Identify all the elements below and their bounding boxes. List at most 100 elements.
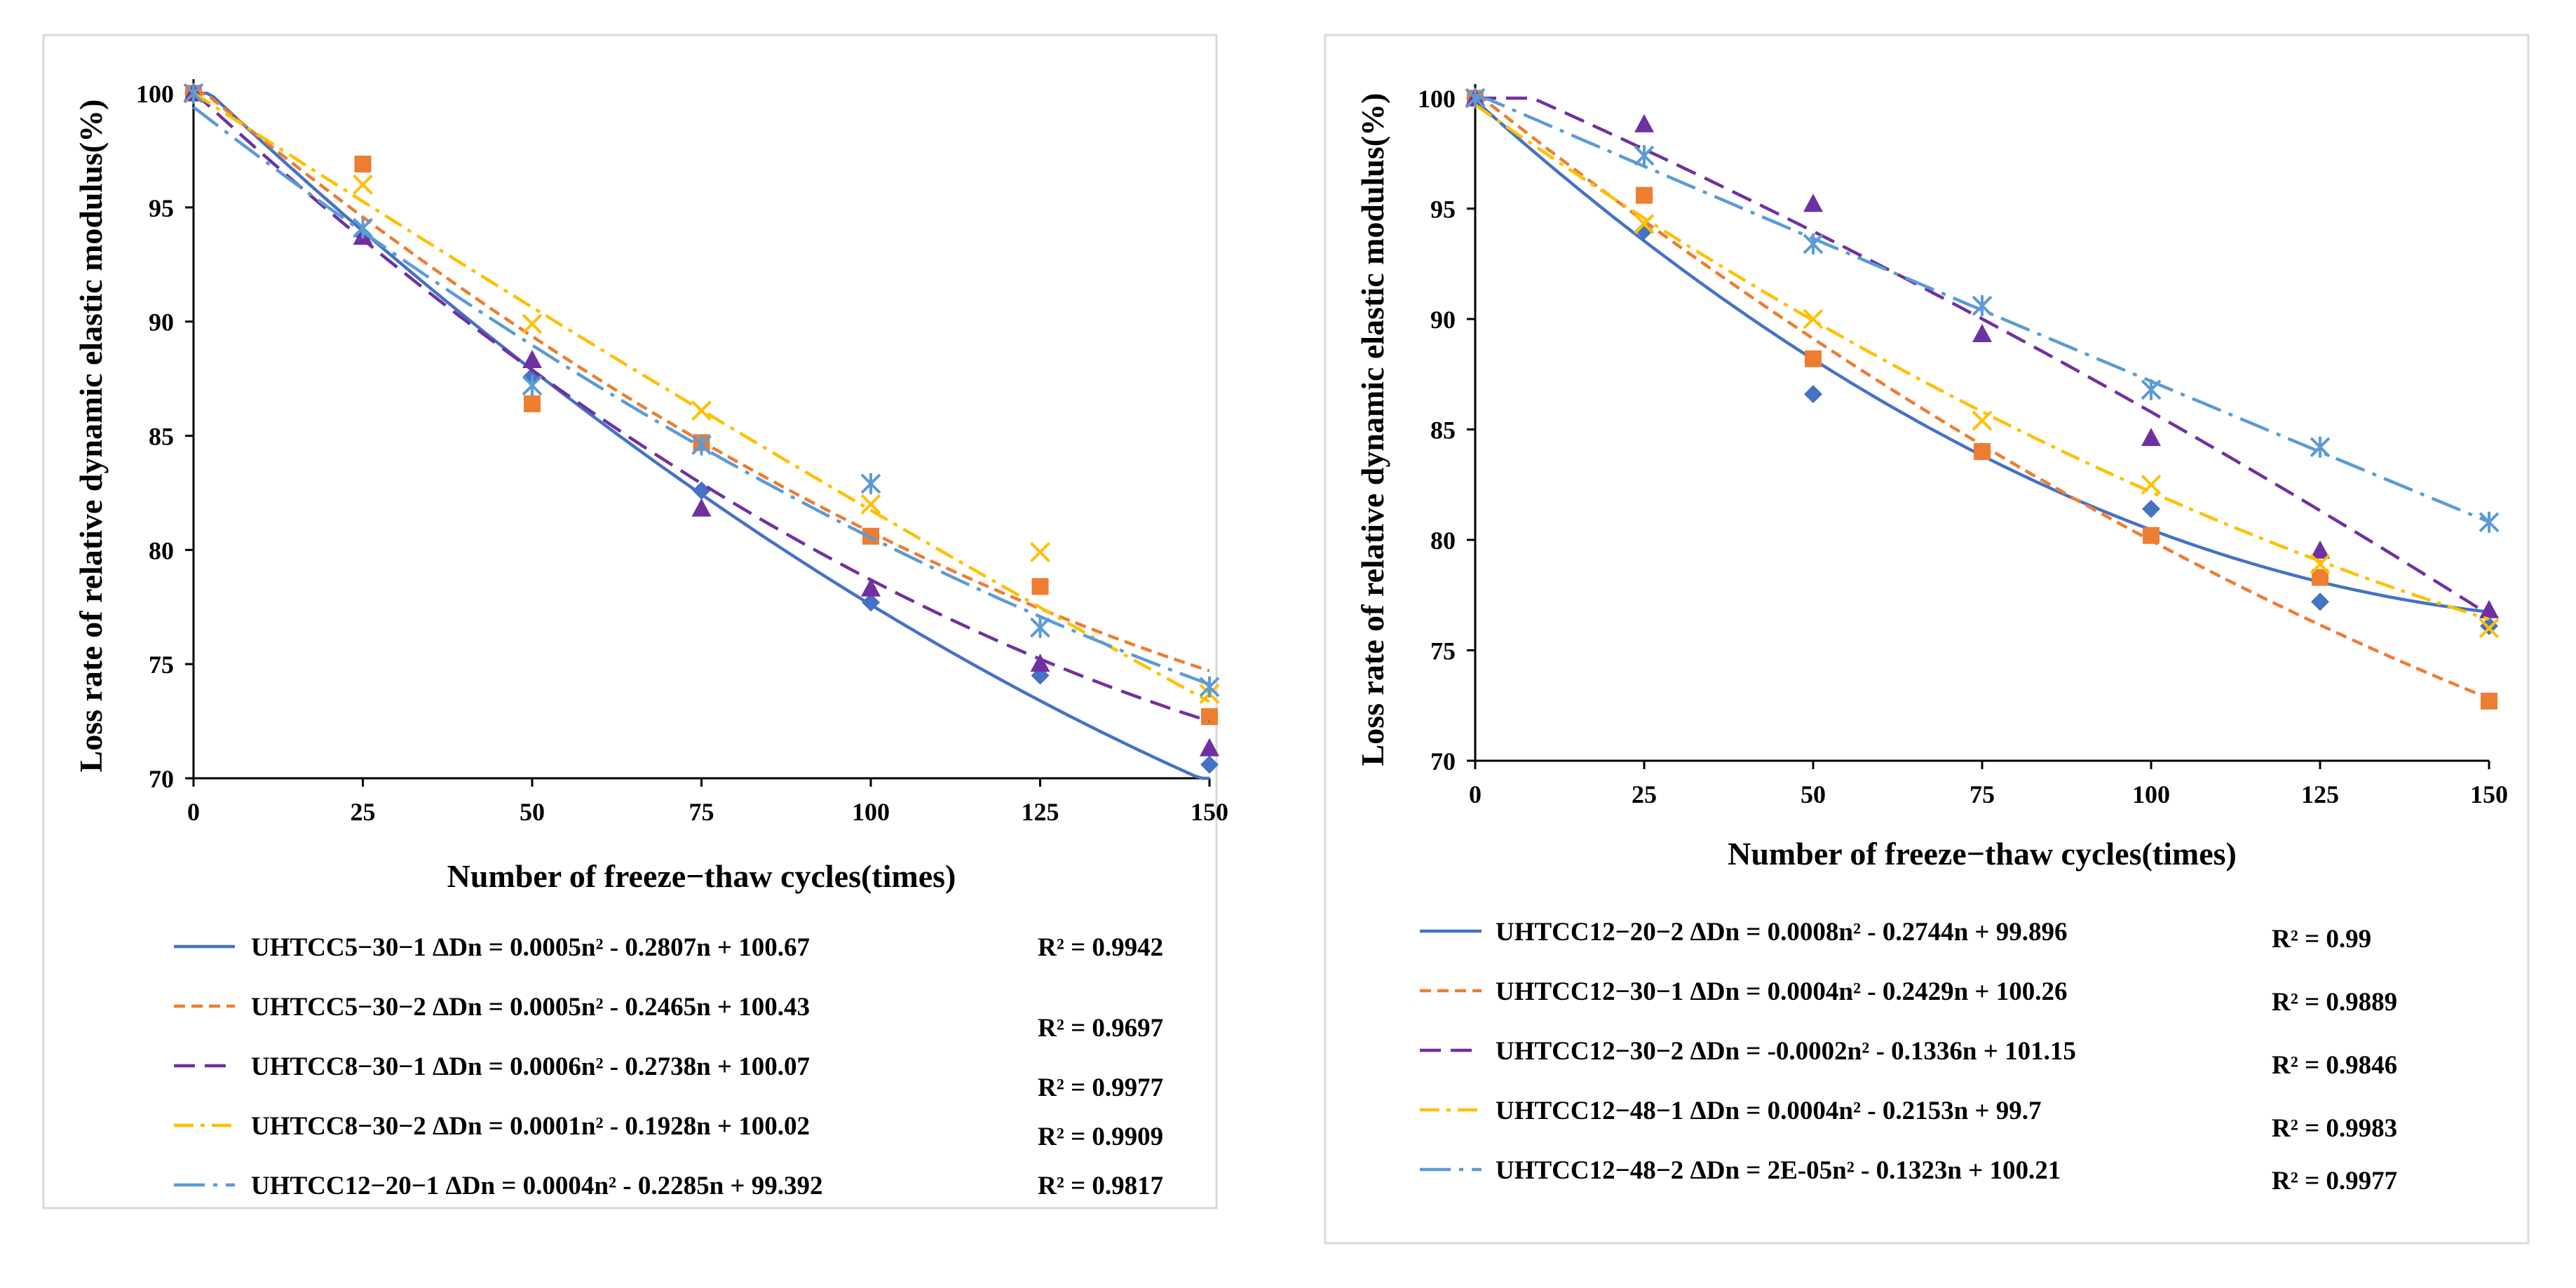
data-point [1974, 443, 1991, 460]
y-tick-label: 70 [1430, 747, 1456, 775]
legend-entry: UHTCC12−20−1 ΔDn = 0.0004n² - 0.2285n + … [174, 1172, 1163, 1200]
x-tick-label: 25 [351, 798, 376, 826]
legend-r2: R² = 0.9909 [1038, 1123, 1163, 1151]
data-point [1636, 187, 1653, 204]
x-tick-label: 100 [2132, 780, 2170, 808]
data-point [2143, 527, 2160, 544]
y-tick-label: 85 [1430, 416, 1456, 445]
data-point [2141, 379, 2162, 400]
data-point [1634, 144, 1655, 166]
series-UHTCC12−48−2 [1465, 88, 2500, 533]
x-tick-label: 125 [1022, 798, 1059, 826]
data-point [1803, 309, 1824, 330]
chart-frame [1324, 34, 2530, 1245]
data-point-stroke-b [522, 313, 543, 334]
data-point-stroke-b [353, 174, 373, 195]
data-point [860, 494, 881, 515]
data-point [1031, 578, 1049, 595]
data-point [1972, 295, 1993, 317]
x-tick-label: 0 [1469, 780, 1482, 808]
legend-equation: UHTCC12−48−2 ΔDn = 2E-05n² - 0.1323n + 1… [1496, 1156, 2061, 1185]
legend-equation: UHTCC12−30−1 ΔDn = 0.0004n² - 0.2429n + … [1496, 977, 2068, 1006]
data-point [2312, 569, 2328, 586]
data-point [1634, 214, 1655, 234]
legend-r2: R² = 0.9942 [1038, 933, 1163, 962]
y-axis-title: Loss rate of relative dynamic elastic mo… [1355, 93, 1390, 766]
data-point [1199, 676, 1220, 698]
data-point [691, 400, 712, 421]
legend-r2: R² = 0.9889 [2272, 988, 2397, 1017]
data-point [2310, 436, 2331, 458]
legend-r2: R² = 0.9817 [1038, 1172, 1163, 1200]
y-tick-label: 95 [1430, 196, 1456, 224]
y-tick-label: 90 [149, 309, 174, 337]
data-point [1030, 617, 1050, 639]
legend-r2: R² = 0.9697 [1038, 1014, 1163, 1043]
data-point-stroke-b [2310, 554, 2331, 575]
y-tick-label: 95 [149, 194, 174, 222]
legend-equation: UHTCC12−20−1 ΔDn = 0.0004n² - 0.2285n + … [251, 1172, 823, 1200]
chart-frame [42, 34, 1218, 1209]
x-tick-label: 100 [852, 798, 890, 826]
legend-entry: UHTCC12−48−1 ΔDn = 0.0004n² - 0.2153n + … [1420, 1097, 2397, 1143]
legend-equation: UHTCC12−20−2 ΔDn = 0.0008n² - 0.2744n + … [1496, 918, 2068, 947]
x-tick-label: 0 [187, 798, 200, 826]
y-tick-label: 70 [149, 765, 174, 793]
x-tick-label: 50 [520, 798, 545, 826]
trend-line [1474, 103, 2490, 621]
data-point [353, 174, 373, 195]
data-point [1200, 738, 1219, 757]
x-tick-label: 25 [1632, 780, 1657, 808]
legend-r2: R² = 0.9977 [2272, 1167, 2397, 1195]
y-tick-label: 100 [136, 80, 174, 108]
y-tick-label: 90 [1430, 306, 1456, 334]
data-point [1972, 324, 1992, 343]
trend-line [1475, 96, 2490, 616]
legend-entry: UHTCC8−30−1 ΔDn = 0.0006n² - 0.2738n + 1… [174, 1052, 1163, 1102]
data-point [861, 578, 881, 597]
legend-entry: UHTCC5−30−1 ΔDn = 0.0005n² - 0.2807n + 1… [174, 933, 1163, 962]
data-point-stroke-b [1634, 214, 1655, 234]
data-point [522, 313, 543, 334]
legend-equation: UHTCC5−30−1 ΔDn = 0.0005n² - 0.2807n + 1… [251, 933, 810, 962]
legend-entry: UHTCC8−30−2 ΔDn = 0.0001n² - 0.1928n + 1… [174, 1112, 1163, 1151]
data-point-stroke-b [2479, 618, 2500, 639]
legend-equation: UHTCC12−48−1 ΔDn = 0.0004n² - 0.2153n + … [1496, 1097, 2042, 1125]
data-point [353, 217, 373, 239]
y-axis-title: Loss rate of relative dynamic elastic mo… [73, 100, 109, 773]
data-point [1030, 542, 1050, 563]
legend-equation: UHTCC8−30−1 ΔDn = 0.0006n² - 0.2738n + 1… [251, 1052, 810, 1081]
data-point [1030, 653, 1050, 672]
data-point-stroke-b [691, 400, 712, 421]
data-point [691, 434, 712, 456]
data-point [862, 593, 880, 612]
data-point [522, 350, 542, 369]
data-point [691, 498, 712, 517]
legend-r2: R² = 0.99 [2272, 925, 2371, 954]
x-tick-label: 150 [1191, 798, 1228, 826]
y-tick-label: 75 [149, 651, 174, 679]
y-tick-label: 85 [149, 423, 174, 451]
data-point [2480, 616, 2498, 635]
data-point [2481, 692, 2497, 710]
data-point [2479, 599, 2499, 618]
data-point [2310, 540, 2330, 559]
data-point [1465, 88, 1486, 109]
trend-line [1475, 96, 2490, 524]
data-point [1200, 755, 1219, 774]
data-point-stroke-b [860, 494, 881, 515]
data-point-stroke-b [2141, 474, 2162, 495]
data-point [1972, 410, 1993, 431]
data-point [1634, 114, 1654, 133]
data-point-stroke-b [1972, 410, 1993, 431]
data-point-stroke-b [1803, 309, 1824, 330]
x-axis-title: Number of freeze−thaw cycles(times) [1728, 836, 2237, 872]
data-point [522, 374, 543, 396]
x-tick-label: 150 [2470, 780, 2508, 808]
x-tick-label: 75 [1970, 780, 1995, 808]
x-tick-label: 75 [689, 798, 714, 826]
data-point [692, 481, 711, 500]
data-point [860, 473, 881, 494]
right-chart-panel: 0 25 50 75 100 125 150 70 75 80 85 90 95 100 Number of… [1324, 34, 2530, 1245]
